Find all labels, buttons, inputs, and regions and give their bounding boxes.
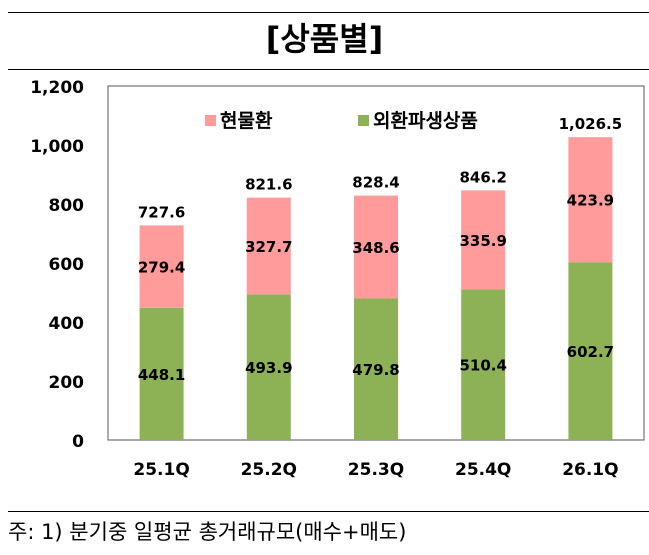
data-label: 479.8 [352, 361, 399, 379]
y-tick-label: 0 [72, 432, 84, 452]
y-tick-label: 600 [49, 255, 85, 275]
data-label: 448.1 [138, 366, 185, 384]
legend-label: 외환파생상품 [373, 110, 478, 132]
bar-spot [461, 190, 506, 290]
footnote: 주: 1) 분기중 일평균 총거래규모(매수+매도) [8, 520, 407, 544]
title-rule [8, 69, 649, 70]
x-tick-label: 26.1Q [562, 460, 618, 480]
legend-label: 현물환 [220, 110, 273, 132]
bar-derivatives [246, 294, 291, 440]
bar-derivatives [461, 289, 506, 440]
data-label: 348.6 [352, 239, 399, 257]
x-tick-label: 25.1Q [133, 460, 189, 480]
y-tick-label: 1,200 [30, 78, 84, 98]
bar-derivatives [354, 298, 398, 440]
total-label: 821.6 [245, 176, 292, 194]
data-label: 602.7 [567, 343, 614, 361]
data-label: 493.9 [245, 359, 292, 377]
data-label: 279.4 [138, 259, 185, 277]
footnote-rule [8, 511, 649, 512]
y-tick-label: 200 [49, 373, 85, 393]
legend-swatch [358, 115, 369, 126]
bar-spot [354, 195, 398, 299]
data-label: 423.9 [567, 192, 614, 210]
x-tick-label: 25.3Q [348, 460, 404, 480]
data-label: 335.9 [459, 232, 506, 250]
y-tick-label: 1,000 [30, 137, 84, 157]
total-label: 1,026.5 [559, 115, 623, 133]
data-label: 510.4 [459, 357, 506, 375]
x-tick-label: 25.4Q [455, 460, 511, 480]
stacked-bar-chart: 0 200 400 600 800 1,000 1,200 448.1 279.4 727.6 25… [30, 78, 645, 480]
bar-spot [568, 137, 613, 263]
y-tick-label: 400 [49, 314, 85, 334]
bar-derivatives [568, 262, 613, 440]
total-label: 846.2 [459, 168, 506, 186]
total-label: 828.4 [352, 174, 399, 192]
data-label: 327.7 [245, 238, 292, 256]
y-tick-label: 800 [49, 196, 85, 216]
total-label: 727.6 [138, 203, 185, 221]
bar-derivatives [139, 307, 184, 440]
x-tick-label: 25.2Q [241, 460, 297, 480]
chart-title: [상품별] [265, 20, 384, 58]
bar-spot [246, 197, 291, 295]
top-rule [8, 12, 649, 13]
legend-swatch [205, 115, 216, 126]
bar-spot [139, 225, 184, 308]
